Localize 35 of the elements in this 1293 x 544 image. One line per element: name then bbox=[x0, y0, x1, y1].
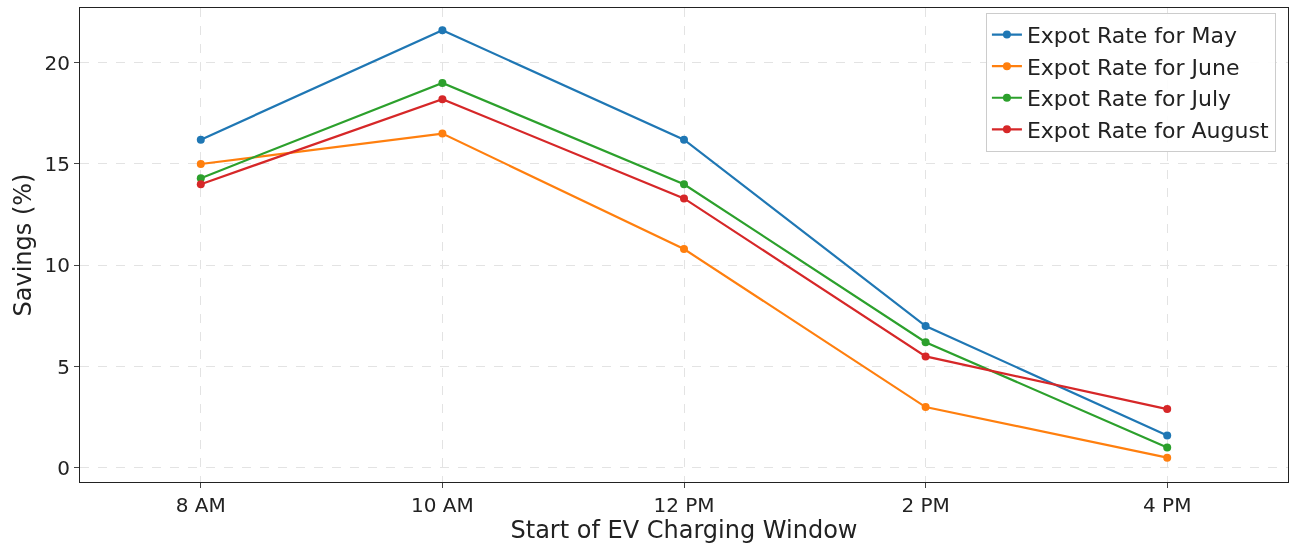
point bbox=[680, 194, 688, 203]
x-tick-label: 4 PM bbox=[1143, 493, 1192, 517]
point bbox=[438, 95, 447, 104]
y-tick-label: 0 bbox=[57, 455, 70, 480]
legend-label: Expot Rate for July bbox=[1026, 86, 1232, 112]
point bbox=[680, 180, 688, 189]
x-axis-title: Start of EV Charging Window bbox=[510, 516, 858, 544]
point bbox=[921, 352, 930, 361]
point bbox=[680, 245, 688, 254]
legend-label: Expot Rate for August bbox=[1026, 117, 1269, 143]
point bbox=[1163, 453, 1172, 462]
point bbox=[1163, 443, 1172, 452]
legend-label: Expot Rate for June bbox=[1026, 54, 1240, 80]
point bbox=[196, 135, 205, 144]
legend-label: Expot Rate for May bbox=[1026, 23, 1238, 49]
y-tick-label: 15 bbox=[44, 151, 70, 176]
point bbox=[921, 403, 930, 412]
y-tick-label: 20 bbox=[44, 50, 70, 75]
point bbox=[196, 159, 205, 168]
point bbox=[196, 180, 205, 189]
point bbox=[680, 135, 688, 144]
x-tick-label: 8 AM bbox=[175, 493, 226, 517]
point bbox=[921, 338, 930, 347]
point bbox=[921, 322, 930, 331]
point bbox=[438, 129, 447, 138]
y-tick-label: 5 bbox=[57, 354, 70, 379]
point bbox=[438, 78, 447, 87]
y-axis-title: Savings (%) bbox=[8, 173, 37, 317]
point bbox=[1163, 405, 1172, 414]
y-tick-label: 10 bbox=[44, 253, 70, 278]
x-tick-label: 2 PM bbox=[901, 493, 950, 517]
point bbox=[1163, 431, 1172, 440]
x-tick-label: 12 PM bbox=[653, 493, 715, 517]
point bbox=[438, 26, 447, 35]
x-tick-label: 10 AM bbox=[411, 493, 474, 517]
